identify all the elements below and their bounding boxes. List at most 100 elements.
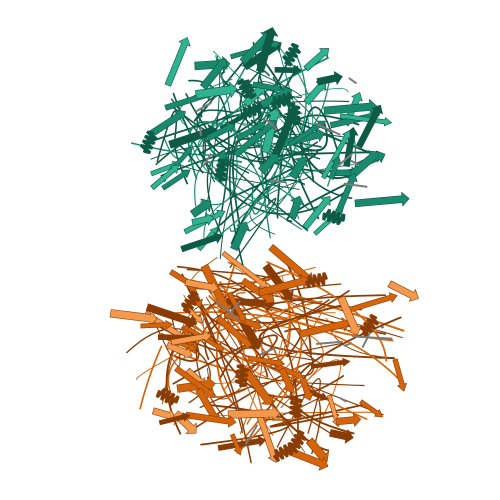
beta-strand xyxy=(226,291,246,323)
coil-loop xyxy=(286,262,312,356)
beta-strand xyxy=(289,156,309,180)
beta-strand xyxy=(335,413,362,427)
coil-accent xyxy=(350,160,360,167)
beta-strand xyxy=(339,113,393,127)
coil-loop xyxy=(276,118,331,137)
alpha-helix xyxy=(214,158,230,182)
coil-loop xyxy=(283,296,403,339)
beta-strand xyxy=(288,195,305,220)
beta-strand xyxy=(140,320,174,330)
alpha-helix xyxy=(289,395,303,419)
coil-loop xyxy=(188,132,286,213)
beta-strand xyxy=(221,251,268,288)
alpha-helix xyxy=(236,78,257,100)
coil-loop xyxy=(160,311,400,380)
beta-strand xyxy=(302,196,331,230)
coil-loop xyxy=(266,261,387,362)
alpha-helix xyxy=(273,442,295,463)
beta-strand xyxy=(190,198,212,218)
alpha-helix xyxy=(241,101,263,120)
coil-accent xyxy=(314,122,341,136)
alpha-helix xyxy=(359,313,380,338)
beta-strand xyxy=(337,295,362,336)
beta-strand xyxy=(164,37,191,87)
beta-strand xyxy=(261,108,283,154)
beta-strand xyxy=(195,81,238,99)
beta-strand xyxy=(158,412,191,426)
alpha-helix xyxy=(234,364,250,388)
beta-strand xyxy=(240,277,275,304)
coil-accent xyxy=(265,118,278,131)
coil-loop xyxy=(185,93,319,163)
beta-strand xyxy=(184,278,219,294)
beta-strand xyxy=(258,153,279,175)
coil-accent xyxy=(348,77,357,84)
beta-strand xyxy=(145,303,198,329)
coil-loop xyxy=(179,295,260,373)
beta-strand xyxy=(161,169,191,191)
coil-accent xyxy=(203,153,212,166)
beta-strand xyxy=(316,71,343,86)
chain-a-teal xyxy=(130,27,410,268)
beta-strand xyxy=(345,292,398,314)
beta-strand xyxy=(321,130,351,180)
coil-loop xyxy=(276,151,284,219)
alpha-helix xyxy=(322,208,346,226)
beta-strand xyxy=(298,317,351,338)
coil-accent xyxy=(195,102,212,113)
beta-strand xyxy=(148,109,186,138)
coil-accent xyxy=(336,153,353,168)
beta-strand xyxy=(310,357,351,369)
alpha-helix xyxy=(305,272,328,289)
chain-b-orange xyxy=(109,244,419,471)
coil-accent xyxy=(352,335,393,340)
beta-strand xyxy=(217,435,267,451)
beta-strand xyxy=(227,405,281,422)
coil-accent xyxy=(259,347,275,356)
alpha-helix xyxy=(155,387,180,407)
alpha-helix xyxy=(270,91,293,110)
coil-loop xyxy=(172,334,278,385)
beta-strand xyxy=(247,355,285,368)
beta-strand xyxy=(174,365,215,398)
coil-loop xyxy=(217,53,307,237)
beta-strand xyxy=(150,164,180,190)
coil-accent xyxy=(361,332,371,348)
beta-strand xyxy=(359,399,384,418)
beta-strand xyxy=(258,274,310,297)
coil-loop xyxy=(232,137,250,238)
beta-strand xyxy=(230,433,243,456)
coil-loop xyxy=(136,332,217,381)
coil-accent xyxy=(226,300,241,318)
coil-accent xyxy=(199,126,202,137)
beta-strand xyxy=(252,81,282,94)
beta-strand xyxy=(355,104,383,149)
coil-accent xyxy=(339,397,347,403)
beta-strand xyxy=(329,429,354,444)
beta-strand xyxy=(323,99,378,115)
beta-strand xyxy=(200,58,228,90)
beta-strand xyxy=(206,122,236,141)
coil-accent xyxy=(343,182,368,188)
coil-loop xyxy=(156,110,178,163)
beta-strand xyxy=(242,368,274,406)
beta-strand xyxy=(191,212,215,226)
coil-loop xyxy=(219,134,356,259)
beta-strand xyxy=(392,358,407,392)
coil-accent xyxy=(315,340,343,345)
coil-accent xyxy=(215,300,239,321)
beta-strand xyxy=(349,150,379,178)
coil-accent xyxy=(245,424,258,445)
coil-loop xyxy=(269,404,364,428)
alpha-helix xyxy=(180,290,201,315)
beta-strand xyxy=(180,232,223,253)
alpha-helix xyxy=(282,42,302,67)
alpha-helix xyxy=(139,130,158,155)
coil-loop xyxy=(249,176,312,235)
beta-strand xyxy=(233,120,277,158)
beta-strand xyxy=(303,48,330,72)
beta-strand xyxy=(230,221,251,251)
coil-loop xyxy=(203,283,265,420)
